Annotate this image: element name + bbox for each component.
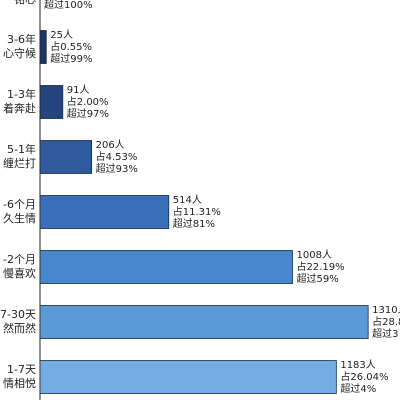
share-label: 占28.8 bbox=[372, 315, 400, 328]
category-label: 心守候 bbox=[3, 46, 36, 60]
exceed-label: 超过93% bbox=[96, 162, 138, 175]
value-label: 206人 bbox=[96, 139, 125, 151]
bar bbox=[39, 85, 64, 119]
exceed-label: 超过59% bbox=[297, 272, 339, 285]
share-label: 占22.19% bbox=[297, 260, 345, 273]
category-label: 7-30天 bbox=[0, 308, 36, 321]
category-label: 慢喜欢 bbox=[3, 266, 36, 280]
value-label: 25人 bbox=[50, 29, 73, 41]
exceed-label: 超过4% bbox=[340, 382, 376, 395]
category-label: 着奔赴 bbox=[3, 101, 36, 115]
category-label: 缠烂打 bbox=[3, 156, 36, 170]
category-label: 情相悦 bbox=[3, 376, 36, 390]
category-label: 3-6年 bbox=[7, 32, 36, 46]
share-label: 占2.00% bbox=[67, 95, 109, 108]
bar bbox=[39, 140, 93, 174]
share-label: 占0.55% bbox=[50, 40, 92, 53]
share-label: 占11.31% bbox=[173, 205, 221, 218]
share-label: 占26.04% bbox=[340, 370, 388, 383]
bar bbox=[39, 360, 337, 394]
category-label: -2个月 bbox=[3, 253, 36, 266]
category-label: 铭心 bbox=[14, 0, 36, 6]
category-label: 1-3年 bbox=[7, 87, 36, 101]
exceed-label: 超过99% bbox=[50, 52, 92, 65]
category-label: -6个月 bbox=[3, 198, 36, 211]
value-label: 1008人 bbox=[297, 249, 332, 261]
category-label: 然而然 bbox=[3, 321, 36, 335]
value-label: 1310人 bbox=[372, 304, 400, 316]
exceed-label: 超过100% bbox=[44, 0, 93, 11]
bar bbox=[39, 305, 369, 339]
bar bbox=[39, 195, 170, 229]
bar bbox=[39, 250, 293, 284]
category-label: 5-1年 bbox=[7, 142, 36, 156]
exceed-label: 超过81% bbox=[173, 217, 215, 230]
exceed-label: 超过3 bbox=[372, 327, 398, 340]
exceed-label: 超过97% bbox=[67, 107, 109, 120]
value-label: 514人 bbox=[173, 194, 202, 206]
category-label: 久生情 bbox=[3, 211, 36, 225]
category-label: 1-7天 bbox=[7, 363, 36, 376]
value-label: 1183人 bbox=[340, 359, 375, 371]
share-label: 占4.53% bbox=[96, 150, 138, 163]
bar bbox=[39, 30, 47, 64]
value-label: 91人 bbox=[67, 84, 90, 96]
